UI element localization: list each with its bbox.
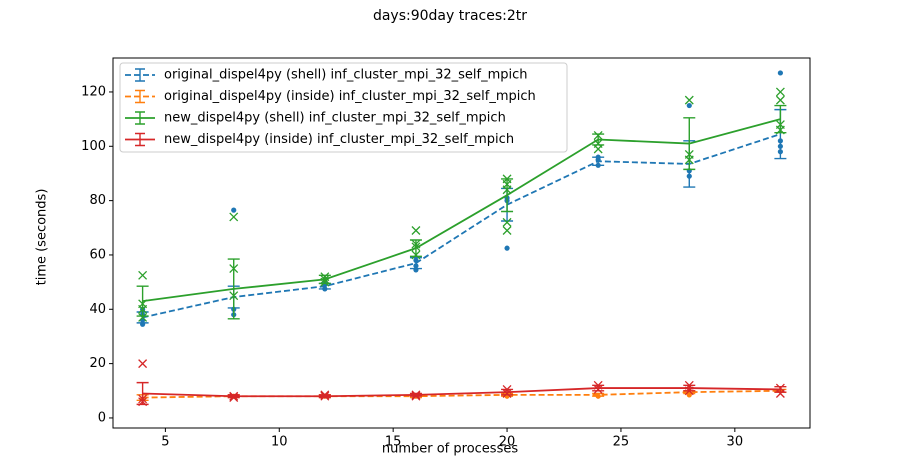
error-bar bbox=[227, 258, 240, 320]
x-tick-label: 30 bbox=[727, 435, 744, 450]
error-bar bbox=[683, 384, 696, 392]
series-line bbox=[142, 389, 781, 399]
y-axis-label: time (seconds) bbox=[35, 189, 50, 286]
error-bar bbox=[501, 178, 514, 213]
x-tick-label: 25 bbox=[613, 435, 630, 450]
legend-label: original_dispel4py (inside) inf_cluster_… bbox=[164, 89, 536, 104]
error-bar bbox=[774, 104, 787, 134]
sample-point bbox=[775, 95, 785, 105]
sample-point bbox=[138, 270, 148, 280]
y-tick-label: 120 bbox=[81, 84, 106, 99]
legend-label: original_dispel4py (shell) inf_cluster_m… bbox=[164, 68, 528, 83]
error-bar bbox=[136, 285, 149, 317]
error-bar bbox=[592, 392, 605, 397]
error-bar bbox=[136, 381, 149, 406]
series-line bbox=[142, 133, 781, 319]
y-tick-label: 100 bbox=[81, 139, 106, 154]
chart-title: days:90day traces:2tr bbox=[373, 8, 527, 24]
sample-point bbox=[229, 212, 239, 222]
error-bar bbox=[318, 274, 331, 285]
y-tick-label: 60 bbox=[89, 247, 106, 262]
sample-point bbox=[504, 245, 510, 251]
error-bar bbox=[409, 392, 422, 397]
sample-point bbox=[684, 95, 694, 105]
error-bar bbox=[592, 133, 605, 146]
sample-point bbox=[502, 226, 512, 235]
sample-point bbox=[686, 102, 692, 109]
legend-errorbar bbox=[135, 68, 145, 82]
y-tick-label: 80 bbox=[89, 193, 106, 208]
sample-point bbox=[775, 389, 785, 398]
sample-point bbox=[777, 70, 783, 76]
error-bar bbox=[409, 239, 422, 258]
sample-point bbox=[231, 207, 237, 213]
error-bar bbox=[592, 156, 605, 167]
x-tick-label: 15 bbox=[385, 435, 402, 450]
error-bar bbox=[318, 394, 331, 399]
legend-label: new_dispel4py (shell) inf_cluster_mpi_32… bbox=[164, 111, 506, 126]
error-bar bbox=[774, 386, 787, 393]
legend-label: new_dispel4py (inside) inf_cluster_mpi_3… bbox=[164, 132, 514, 147]
legend-errorbar bbox=[135, 89, 145, 104]
sample-point bbox=[411, 226, 421, 235]
legend-errorbar bbox=[135, 111, 145, 125]
legend-box bbox=[119, 62, 568, 153]
x-tick-label: 20 bbox=[499, 435, 516, 450]
x-axis-label: number of processes bbox=[382, 442, 518, 457]
series-line bbox=[142, 387, 781, 398]
error-bar bbox=[592, 384, 605, 392]
error-bar bbox=[409, 256, 422, 270]
y-tick-label: 20 bbox=[89, 356, 106, 371]
x-tick-label: 5 bbox=[161, 435, 169, 450]
sample-point bbox=[593, 144, 603, 154]
sample-point bbox=[775, 87, 785, 97]
sample-point bbox=[138, 359, 148, 369]
sample-point bbox=[502, 217, 512, 227]
sample-point bbox=[138, 312, 148, 322]
series-line bbox=[142, 118, 781, 303]
plot-frame bbox=[112, 57, 811, 429]
error-bar bbox=[227, 394, 240, 399]
error-bar bbox=[683, 117, 696, 171]
x-tick-label: 10 bbox=[271, 435, 288, 450]
legend-errorbar bbox=[135, 132, 145, 147]
y-tick-label: 0 bbox=[98, 410, 106, 425]
y-tick-label: 40 bbox=[89, 302, 106, 317]
error-bar bbox=[501, 388, 514, 396]
